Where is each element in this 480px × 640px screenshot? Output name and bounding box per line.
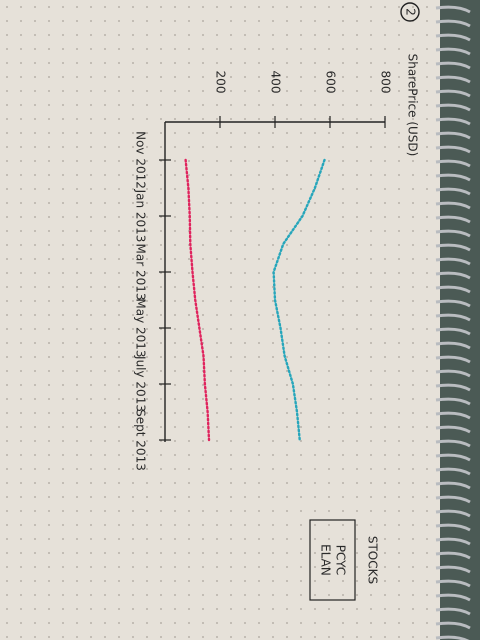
annotation: 2 [404,8,418,16]
y-tick-label: 600 [324,71,338,94]
spiral-ring [435,75,471,84]
y-tick-label: 200 [214,71,228,94]
line [272,158,326,442]
spiral-ring [435,89,471,98]
spiral-ring [435,257,471,266]
spiral-ring [435,327,471,336]
legend-box [309,519,356,601]
spiral-ring [435,411,471,420]
x-tick-label: May 2013 [134,298,148,357]
spiral-ring [435,467,471,476]
spiral-ring [435,481,471,490]
spiral-ring [435,509,471,518]
spiral-ring [435,523,471,532]
spiral-ring [435,33,471,42]
spiral-ring [435,61,471,70]
spiral-ring [435,439,471,448]
spiral-ring [435,425,471,434]
x-tick-label: Mar 2013 [134,244,148,301]
spiral-ring [435,621,471,630]
spiral-ring [435,229,471,238]
spiral-ring [435,495,471,504]
spiral-ring [435,271,471,280]
spiral-ring [435,159,471,168]
spiral-ring [435,607,471,616]
legend-title: STOCKS [366,536,380,584]
spiral-ring [435,187,471,196]
annotation-circle [400,2,420,22]
spiral-ring [435,103,471,112]
spiral-ring [435,593,471,602]
spiral-ring [435,369,471,378]
spiral-ring [435,243,471,252]
spiral-ring [435,551,471,560]
spiral-ring [435,215,471,224]
spiral-ring [435,579,471,588]
x-tick-label: July 2013 [134,355,148,412]
spiral-ring [435,635,470,640]
spiral [435,5,471,640]
spiral-ring [435,341,471,350]
spiral-ring [435,383,471,392]
spiral-ring [435,453,471,462]
spiral-ring [435,537,471,546]
spiral-ring [435,19,471,28]
y-tick-label: 800 [379,71,393,94]
spiral-ring [435,313,471,322]
x-tick-label: Nov 2012 [134,131,148,189]
spiral-ring [435,145,471,154]
spiral-ring [435,285,471,294]
line [184,158,211,442]
spiral-ring [435,201,471,210]
paper-dots [0,0,440,640]
spiral-ring [435,173,471,182]
axis-title: SharePrice (USD) [406,54,420,157]
spiral-ring [435,565,471,574]
x-tick-label: Jan 2013 [134,189,148,243]
spiral-ring [435,397,471,406]
spiral-ring [435,299,471,308]
x-tick-label: Sept 2013 [134,409,148,471]
binding [440,0,480,640]
y-tick-label: 400 [269,71,283,94]
spiral-ring [435,131,471,140]
legend-entry: ELAN [319,544,333,576]
spiral-ring [435,355,471,364]
legend-entry: PCYC [334,545,348,575]
spiral-ring [435,117,471,126]
spiral-ring [435,5,471,14]
spiral-ring [435,47,471,56]
